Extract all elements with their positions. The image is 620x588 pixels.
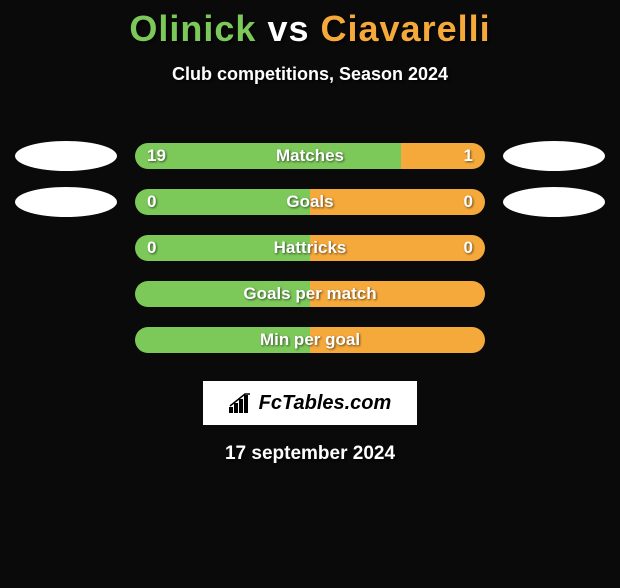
stat-value-right: 0 — [452, 235, 485, 261]
comparison-title: Olinick vs Ciavarelli — [0, 8, 620, 50]
stat-label: Goals — [135, 189, 485, 215]
avatar-placeholder — [15, 233, 117, 263]
stat-value-left: 0 — [135, 189, 168, 215]
title-vs: vs — [267, 8, 309, 49]
player2-avatar — [503, 187, 605, 217]
stat-bar: Goals per match — [135, 281, 485, 307]
stat-label: Goals per match — [135, 281, 485, 307]
stat-value-left: 19 — [135, 143, 178, 169]
player1-avatar — [15, 141, 117, 171]
stat-row: Min per goal — [0, 317, 620, 363]
stat-label: Hattricks — [135, 235, 485, 261]
avatar-placeholder — [503, 233, 605, 263]
stat-row: Goals per match — [0, 271, 620, 317]
avatar-placeholder — [15, 325, 117, 355]
stat-row: Hattricks0 0 — [0, 225, 620, 271]
logo-text: FcTables.com — [259, 392, 392, 415]
stat-value-left: 0 — [135, 235, 168, 261]
stat-label: Matches — [135, 143, 485, 169]
bars-icon — [229, 393, 253, 413]
stat-value-right: 1 — [452, 143, 485, 169]
avatar-placeholder — [503, 325, 605, 355]
avatar-placeholder — [503, 279, 605, 309]
stat-rows: Matches191Goals00Hattricks00Goals per ma… — [0, 133, 620, 363]
stat-value-right: 0 — [452, 189, 485, 215]
date: 17 september 2024 — [0, 443, 620, 465]
stat-bar: Matches19 1 — [135, 143, 485, 169]
title-player1: Olinick — [129, 8, 256, 49]
stat-bar: Hattricks0 0 — [135, 235, 485, 261]
stat-label: Min per goal — [135, 327, 485, 353]
title-player2: Ciavarelli — [321, 8, 491, 49]
player1-avatar — [15, 187, 117, 217]
subtitle: Club competitions, Season 2024 — [0, 64, 620, 85]
player2-avatar — [503, 141, 605, 171]
avatar-placeholder — [15, 279, 117, 309]
stat-row: Matches19 1 — [0, 133, 620, 179]
stat-bar: Min per goal — [135, 327, 485, 353]
stat-row: Goals0 0 — [0, 179, 620, 225]
stat-bar: Goals0 0 — [135, 189, 485, 215]
logo-box: FcTables.com — [203, 381, 417, 425]
